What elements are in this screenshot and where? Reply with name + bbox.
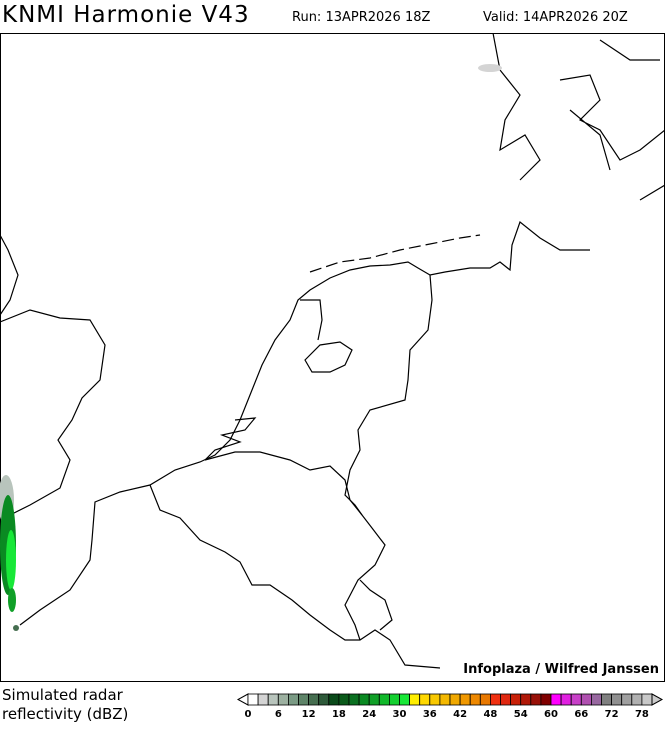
radar-precipitation	[0, 64, 502, 631]
colorbar-box	[621, 693, 633, 706]
colorbar-tick-label: 78	[635, 709, 649, 720]
colorbar-box	[308, 693, 320, 706]
colorbar-box	[601, 693, 613, 706]
colorbar-box	[378, 693, 390, 706]
coastline-continent	[19, 221, 590, 626]
colorbar-box	[328, 693, 340, 706]
colorbar-box	[530, 693, 542, 706]
colorbar-box	[368, 693, 380, 706]
colorbar-box	[520, 693, 532, 706]
colorbar-box	[550, 693, 562, 706]
colorbar-tick-label: 36	[423, 709, 437, 720]
colorbar-box	[570, 693, 582, 706]
colorbar-tick-label: 30	[393, 709, 407, 720]
coastline-uk	[0, 234, 106, 521]
zeeland	[204, 417, 257, 461]
legend-label-line1: Simulated radar	[2, 686, 123, 704]
colorbar-box	[540, 693, 552, 706]
colorbar-box	[439, 693, 451, 706]
ijsselmeer	[304, 341, 353, 373]
frisian-islands	[309, 234, 481, 273]
colorbar-tick-label: 48	[483, 709, 497, 720]
border-be-fr	[149, 484, 441, 669]
colorbar-tick-label: 0	[245, 709, 252, 720]
colorbar-box	[288, 693, 299, 706]
credit-text: Infoplaza / Wilfred Janssen	[461, 662, 661, 677]
colorbar-tick-label: 54	[514, 709, 528, 720]
colorbar-box	[590, 693, 602, 706]
colorbar-tick-label: 24	[362, 709, 376, 720]
colorbar-box	[247, 693, 259, 706]
colorbar-box	[631, 693, 643, 706]
colorbar-box	[298, 693, 310, 706]
colorbar-box	[399, 693, 411, 706]
colorbar-tick-label: 66	[574, 709, 588, 720]
colorbar-box	[469, 693, 481, 706]
border-be-nl	[204, 451, 386, 641]
afsluitdijk	[300, 299, 323, 341]
denmark	[492, 33, 665, 201]
map	[0, 33, 665, 682]
colorbar-tick-label: 6	[275, 709, 282, 720]
model-title: KNMI Harmonie V43	[2, 2, 250, 28]
colorbar-box	[510, 693, 522, 706]
colorbar-box	[277, 693, 289, 706]
colorbar: 0 6 12 18 24 30 36 42 48 54 60 66 72 78	[236, 693, 664, 720]
colorbar-tick-label: 60	[544, 709, 558, 720]
colorbar-tick-label: 18	[332, 709, 346, 720]
colorbar-box	[429, 693, 441, 706]
colorbar-box	[257, 693, 269, 706]
colorbar-box	[500, 693, 512, 706]
border-nl-de	[344, 274, 433, 516]
colorbar-box	[641, 693, 653, 706]
valid-time: Valid: 14APR2026 20Z	[483, 10, 628, 25]
colorbar-right-arrow	[651, 693, 664, 706]
colorbar-box	[358, 693, 370, 706]
border-lux	[359, 579, 393, 631]
colorbar-box	[348, 693, 360, 706]
colorbar-box	[479, 693, 491, 706]
colorbar-tick-label: 72	[605, 709, 619, 720]
colorbar-box	[560, 693, 572, 706]
colorbar-box	[449, 693, 461, 706]
colorbar-box	[419, 693, 431, 706]
legend-label: Simulated radar reflectivity (dBZ)	[2, 686, 128, 724]
colorbar-box	[489, 693, 501, 706]
colorbar-tick-label: 42	[453, 709, 467, 720]
legend-label-line2: reflectivity (dBZ)	[2, 705, 129, 723]
colorbar-box	[459, 693, 471, 706]
run-time: Run: 13APR2026 18Z	[292, 10, 431, 25]
colorbar-box	[388, 693, 400, 706]
colorbar-box	[338, 693, 350, 706]
colorbar-box	[318, 693, 330, 706]
colorbar-box	[580, 693, 592, 706]
colorbar-tick-label: 12	[302, 709, 316, 720]
colorbar-box	[611, 693, 623, 706]
colorbar-box	[267, 693, 279, 706]
colorbar-box	[409, 693, 421, 706]
colorbar-left-arrow	[236, 693, 249, 706]
